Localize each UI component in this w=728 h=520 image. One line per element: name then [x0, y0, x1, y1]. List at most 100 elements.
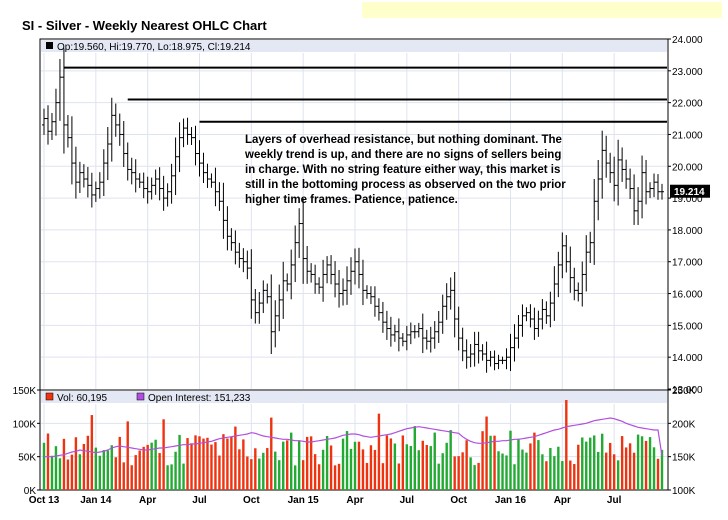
ohlc-bar [153, 169, 158, 195]
x-tick-label: Jan 14 [80, 495, 112, 506]
volume-bar [250, 459, 253, 490]
ohlc-bar [289, 249, 294, 300]
price-tick-label: 13.000 [672, 385, 703, 396]
ohlc-bar [209, 173, 214, 188]
volume-bar [381, 463, 385, 490]
ohlc-bar [253, 288, 258, 324]
ohlc-bar [293, 225, 298, 283]
annotation-line-4: still in the bottoming process as observ… [245, 179, 566, 191]
volume-bar [477, 462, 480, 490]
x-tick-label: Apr [554, 495, 571, 506]
x-tick-label: Jul [400, 495, 415, 506]
ohlc-bar [337, 269, 342, 308]
price-panel [39, 38, 669, 391]
volume-bar [333, 465, 337, 490]
volume-bar [146, 444, 149, 490]
volume-bar [493, 435, 496, 490]
x-tick-label: Oct 13 [29, 495, 60, 506]
volume-bar [656, 458, 660, 490]
ohlc-bar [356, 247, 361, 289]
ohlc-bar [137, 173, 142, 189]
volume-bar [393, 443, 397, 490]
price-tick-label: 14.000 [672, 353, 703, 364]
volume-bar [270, 417, 273, 490]
volume-bar [581, 437, 584, 490]
volume-bar [186, 438, 189, 490]
ohlc-bar [45, 105, 50, 145]
volume-bar [198, 436, 201, 490]
volume-tick-label: 150K [13, 386, 37, 397]
price-tick-label: 15.000 [672, 321, 703, 332]
ohlc-bar [205, 163, 210, 188]
volume-bar [485, 416, 488, 490]
ohlc-bar [57, 58, 62, 121]
ohlc-bar [600, 130, 605, 199]
ohlc-bar [408, 322, 413, 345]
ohlc-bar [277, 284, 282, 332]
ohlc-bar [572, 267, 577, 301]
ohlc-bar [660, 183, 664, 200]
volume-bar [349, 448, 353, 490]
ohlc-bars [42, 48, 664, 373]
volume-bar [457, 456, 460, 490]
oi-tick-label: 200K [672, 419, 696, 430]
ohlc-bar [233, 230, 238, 265]
ohlc-bar [492, 350, 497, 371]
ohlc-bar [229, 228, 234, 251]
volume-bar [489, 435, 492, 490]
ohlc-bar [460, 327, 465, 362]
volume-bar [290, 432, 293, 490]
price-tick-label: 20.000 [672, 162, 703, 173]
volume-bar [202, 438, 205, 490]
ohlc-bar [428, 326, 433, 353]
volume-bar [589, 437, 592, 490]
volume-bar [473, 465, 476, 490]
volume-bar [282, 441, 285, 490]
ohlc-bar [352, 248, 357, 285]
volume-bar [266, 448, 269, 490]
price-tick-label: 22.000 [672, 99, 703, 110]
ohlc-bar [301, 198, 306, 284]
volume-bar [597, 451, 600, 490]
volume-bar [636, 434, 640, 490]
ohlc-bar [448, 277, 453, 310]
annotation-line-1: Layers of overhead resistance, but nothi… [245, 134, 562, 146]
volume-bar [517, 438, 520, 490]
ohlc-bar [81, 164, 86, 188]
price-axis-ticks: 13.000 14.000 15.000 16.000 17.000 18.000 19.0… [668, 35, 703, 396]
volume-bar [226, 438, 229, 490]
ohlc-bar [349, 257, 354, 295]
volume-bar [54, 446, 58, 490]
volume-bar [573, 464, 576, 490]
volume-bar [242, 439, 245, 490]
volume-bar [297, 440, 301, 490]
volume-bar [166, 465, 169, 490]
volume-bar [421, 440, 424, 490]
last-price-label: 19.214 [674, 187, 705, 198]
chart-title: SI - Silver - Weekly Nearest OHLC Chart [22, 18, 267, 33]
volume-bar [433, 432, 436, 490]
ohlc-bar [644, 159, 649, 205]
ohlc-bar [544, 301, 549, 324]
volume-bar [118, 436, 121, 490]
volume-bar [529, 443, 532, 490]
volume-bar [593, 435, 596, 490]
ohlc-bar [532, 307, 537, 340]
volume-bar [74, 437, 78, 490]
ohlc-bar [376, 298, 381, 321]
ohlc-bar [117, 113, 122, 146]
price-gridlines [41, 53, 667, 389]
ohlc-bar [201, 152, 206, 184]
volume-bar [405, 444, 409, 490]
ohlc-bar [556, 251, 561, 298]
volume-bar [533, 432, 536, 490]
volume-tick-label: 100K [13, 419, 37, 430]
price-tick-label: 23.000 [672, 67, 703, 78]
ohlc-bar [596, 159, 601, 221]
ohlc-bar [325, 256, 330, 284]
ohlc-bar [604, 135, 609, 178]
volume-bar [565, 400, 568, 490]
volume-bar [158, 453, 161, 490]
volume-bar [345, 431, 349, 490]
ohlc-bar [640, 155, 645, 219]
